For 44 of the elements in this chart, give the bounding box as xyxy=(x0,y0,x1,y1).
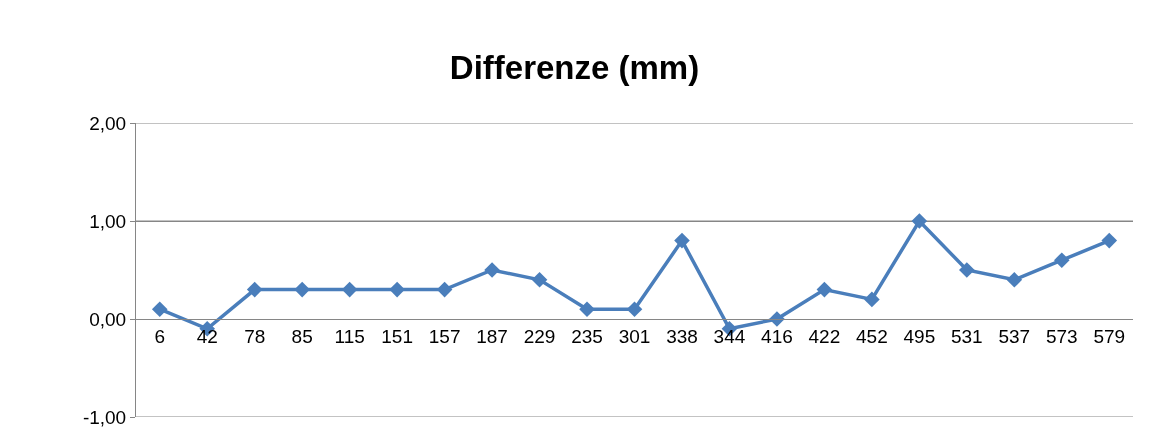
y-tick-label: 2,00 xyxy=(89,112,127,134)
x-tick-label: 338 xyxy=(666,325,698,347)
point xyxy=(626,301,643,317)
point xyxy=(341,281,358,298)
x-tick-label: 235 xyxy=(571,325,603,347)
point xyxy=(959,262,975,278)
x-tick-label: 344 xyxy=(713,325,746,347)
x-tick-label: 452 xyxy=(856,325,888,347)
point xyxy=(1101,232,1118,249)
point xyxy=(911,213,928,229)
x-tick-label: 537 xyxy=(998,325,1031,347)
point xyxy=(1053,252,1070,268)
x-tick-label: 229 xyxy=(523,325,556,347)
x-tick-label: 187 xyxy=(476,325,508,347)
point xyxy=(246,281,263,298)
x-tick-label: 6 xyxy=(154,325,166,347)
point xyxy=(579,301,595,317)
x-tick-label: 78 xyxy=(244,325,266,347)
x-tick-label: 422 xyxy=(808,325,841,347)
x-tick-label: 416 xyxy=(761,325,793,347)
point xyxy=(294,281,310,298)
x-tick-label: 301 xyxy=(618,325,651,347)
point xyxy=(484,262,500,278)
point xyxy=(531,272,548,288)
point xyxy=(864,291,880,308)
point xyxy=(674,232,690,249)
x-tick-label: 157 xyxy=(428,325,461,347)
x-tick-label: 151 xyxy=(381,325,413,347)
x-tick-label: 573 xyxy=(1045,325,1078,347)
y-tick-label: 0,00 xyxy=(89,308,127,330)
chart-title: Differenze (mm) xyxy=(449,49,700,87)
y-tick-label: -1,00 xyxy=(82,406,127,428)
y-tick-label: 1,00 xyxy=(89,210,127,232)
x-tick-label: 115 xyxy=(334,325,365,347)
x-tick-label: 579 xyxy=(1093,325,1126,347)
point xyxy=(1006,272,1023,288)
x-tick-label: 531 xyxy=(950,325,983,347)
x-tick-label: 42 xyxy=(196,325,218,347)
x-tick-label: 85 xyxy=(291,325,313,347)
point xyxy=(151,301,168,317)
point xyxy=(436,281,453,298)
point xyxy=(816,281,833,298)
x-tick-label: 495 xyxy=(903,325,936,347)
point xyxy=(389,281,405,298)
